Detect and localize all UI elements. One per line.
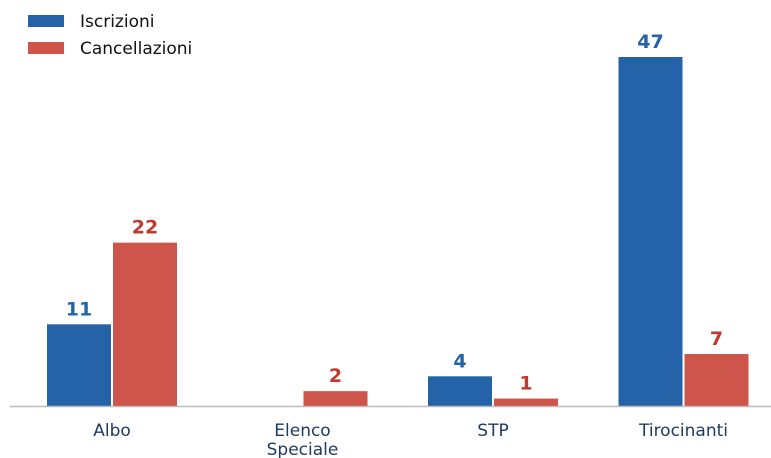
bar-cancellazioni-0 <box>113 242 177 406</box>
data-label-iscrizioni-3: 47 <box>637 31 663 53</box>
x-tick-label-3-0: Tirocinanti <box>638 421 728 441</box>
legend-label-cancellazioni: Cancellazioni <box>80 39 192 59</box>
bar-iscrizioni-3 <box>618 57 683 406</box>
legend-swatch-cancellazioni <box>28 42 64 54</box>
data-label-cancellazioni-3: 7 <box>710 328 723 350</box>
legend-swatch-iscrizioni <box>28 15 64 27</box>
legend-label-iscrizioni: Iscrizioni <box>80 12 154 32</box>
data-label-cancellazioni-1: 2 <box>329 365 342 387</box>
bar-iscrizioni-2 <box>428 376 492 406</box>
x-tick-label-1-1: Speciale <box>267 440 339 458</box>
data-label-cancellazioni-0: 22 <box>132 217 158 239</box>
x-tick-label-1-0: Elenco <box>274 421 330 441</box>
x-tick-label-2-0: STP <box>477 421 508 441</box>
bar-iscrizioni-0 <box>47 324 111 406</box>
bar-cancellazioni-2 <box>494 398 558 406</box>
data-label-cancellazioni-2: 1 <box>519 373 532 395</box>
bars <box>47 57 749 406</box>
data-label-iscrizioni-2: 4 <box>453 350 466 372</box>
bar-cancellazioni-1 <box>303 391 368 406</box>
bar-cancellazioni-3 <box>684 354 749 406</box>
x-tick-label-0-0: Albo <box>93 421 131 441</box>
legend: Iscrizioni Cancellazioni <box>28 12 192 59</box>
data-label-iscrizioni-0: 11 <box>66 298 92 320</box>
